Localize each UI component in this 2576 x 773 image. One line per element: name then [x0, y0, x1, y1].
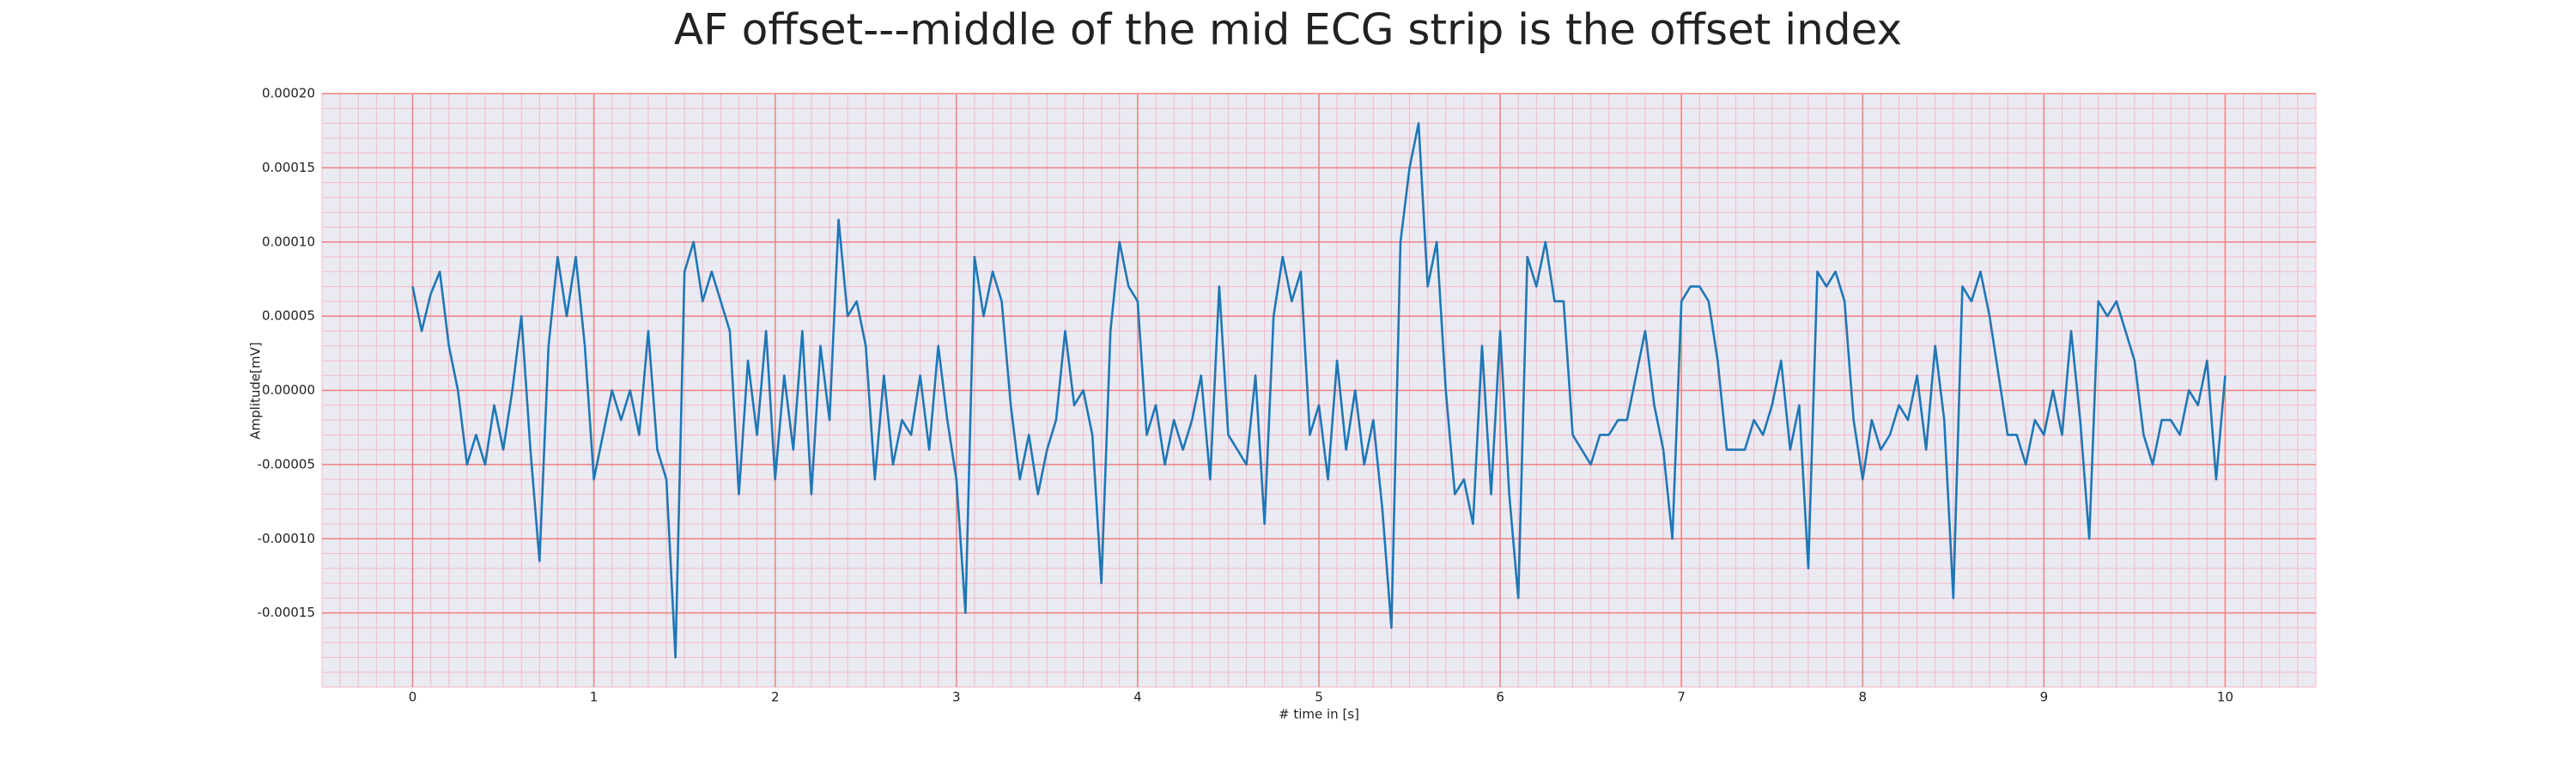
- y-tick-label: 0.00010: [262, 234, 315, 249]
- x-tick-label: 9: [2040, 690, 2049, 705]
- x-tick-label: 5: [1315, 690, 1323, 705]
- y-tick-label: 0.00005: [262, 308, 315, 324]
- y-axis-label: Amplitude[mV]: [248, 342, 264, 439]
- x-tick-label: 6: [1496, 690, 1504, 705]
- x-tick-label: 8: [1858, 690, 1867, 705]
- x-tick-label: 1: [590, 690, 598, 705]
- y-tick-label: 0.00000: [262, 382, 315, 398]
- y-tick-label: 0.00015: [262, 160, 315, 175]
- y-tick-label: 0.00020: [262, 86, 315, 101]
- data-line: [411, 122, 2227, 659]
- y-tick-label: -0.00015: [258, 605, 315, 620]
- y-tick-label: -0.00005: [258, 456, 315, 472]
- x-tick-label: 2: [771, 690, 780, 705]
- x-tick-label: 4: [1133, 690, 1142, 705]
- y-tick-label: -0.00010: [258, 531, 315, 546]
- x-tick-label: 10: [2217, 690, 2233, 705]
- x-axis-label: # time in [s]: [1279, 707, 1359, 722]
- x-tick-label: 0: [409, 690, 417, 705]
- chart-title: AF offset---middle of the mid ECG strip …: [674, 5, 1902, 55]
- x-tick-label: 3: [952, 690, 961, 705]
- x-tick-label: 7: [1677, 690, 1686, 705]
